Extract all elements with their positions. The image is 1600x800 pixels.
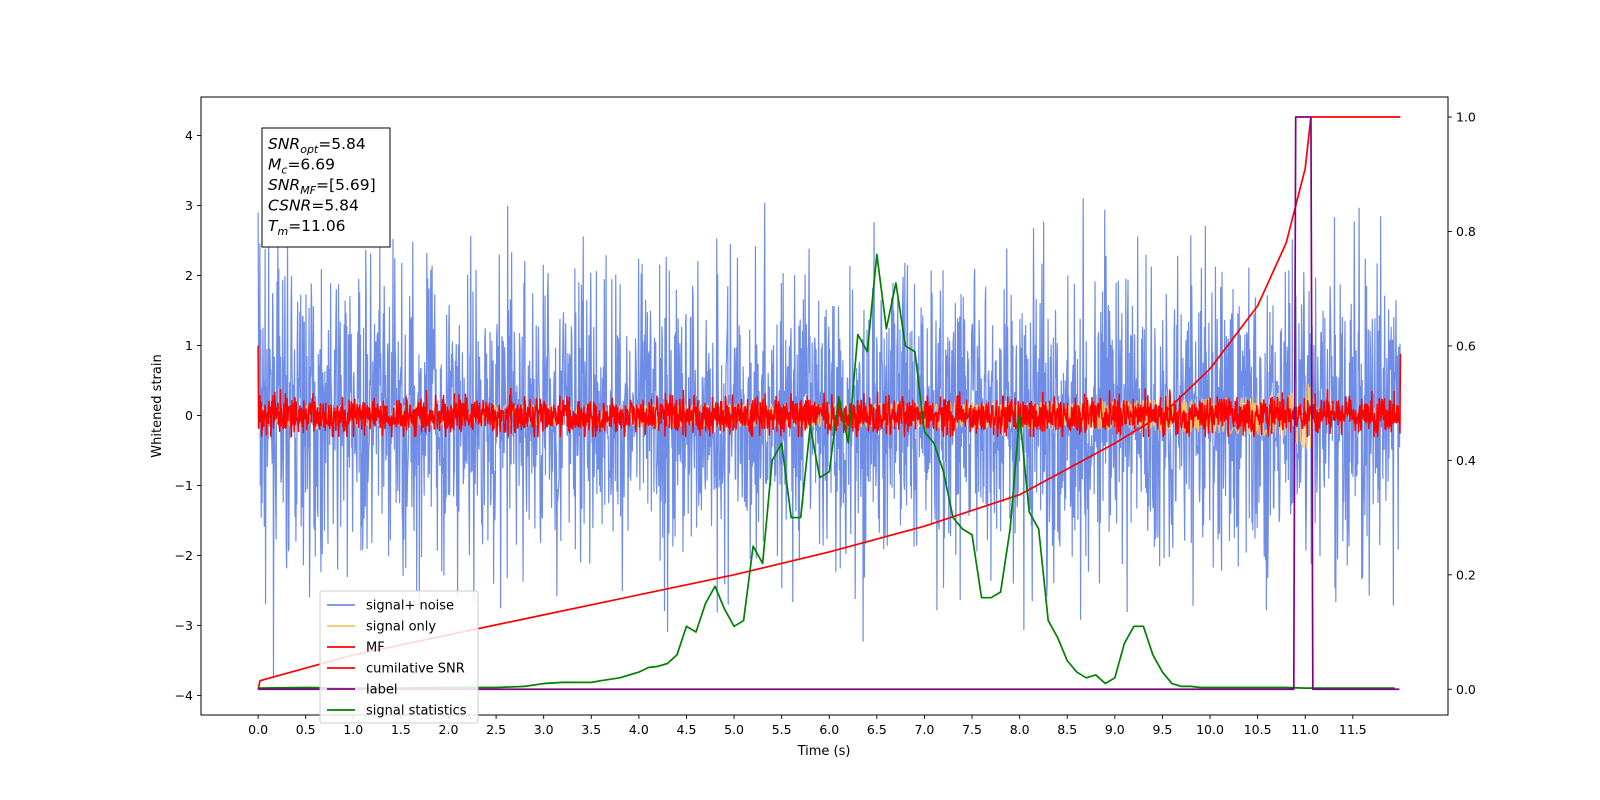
legend-frame <box>319 590 479 724</box>
y2-tick-label: 0.8 <box>1456 224 1476 239</box>
info-line: Tm=11.06 <box>268 217 346 238</box>
x-tick-label: 5.5 <box>772 722 792 737</box>
x-tick-label: 11.0 <box>1291 722 1319 737</box>
x-axis-label: Time (s) <box>797 744 851 759</box>
y-tick-label: −4 <box>175 688 193 703</box>
x-tick-label: 5.0 <box>724 722 744 737</box>
x-tick-label: 7.5 <box>962 722 982 737</box>
x-tick-label: 2.0 <box>439 722 459 737</box>
y-axis-left: 4 3 2 1 0 −1 −2 −3 −4 <box>175 128 201 703</box>
y2-tick-label: 0.2 <box>1456 567 1476 582</box>
y-tick-label: −1 <box>175 478 193 493</box>
info-line: CSNR=5.84 <box>268 197 359 215</box>
x-tick-label: 9.0 <box>1105 722 1125 737</box>
legend-label: MF <box>366 641 385 656</box>
info-line: SNRopt=5.84 <box>268 135 366 156</box>
x-axis: 0.0 0.5 1.0 1.5 2.0 2.5 3.0 3.5 4.0 4.5 5.0 5.5 6.0 6… <box>248 715 1367 737</box>
series-label-line <box>258 116 1400 691</box>
y-axis-label: Whitened strain <box>150 354 165 457</box>
x-tick-label: 0.0 <box>248 722 268 737</box>
x-tick-label: 9.5 <box>1152 722 1172 737</box>
y2-tick-label: 1.0 <box>1456 110 1476 125</box>
y-axis-right: 1.0 0.8 0.6 0.4 0.2 0.0 <box>1448 110 1476 697</box>
legend: signal+ noise signal only MF cumilative SNR… <box>319 590 479 724</box>
series-mf-line <box>257 345 1402 438</box>
x-tick-label: 6.0 <box>819 722 839 737</box>
info-line: SNRMF=[5.69] <box>268 176 376 197</box>
x-tick-label: 0.5 <box>296 722 316 737</box>
x-tick-label: 3.5 <box>581 722 601 737</box>
y-tick-label: 0 <box>185 408 193 423</box>
y-tick-label: 1 <box>185 338 193 353</box>
x-tick-label: 4.5 <box>677 722 697 737</box>
legend-label: label <box>366 683 397 698</box>
x-tick-label: 6.5 <box>867 722 887 737</box>
x-tick-label: 10.0 <box>1196 722 1224 737</box>
legend-label: signal+ noise <box>366 599 454 614</box>
y-tick-label: 2 <box>185 268 193 283</box>
x-tick-label: 1.0 <box>343 722 363 737</box>
x-tick-label: 4.0 <box>629 722 649 737</box>
info-line: Mc=6.69 <box>268 156 335 177</box>
x-tick-label: 2.5 <box>486 722 506 737</box>
x-tick-label: 10.5 <box>1244 722 1272 737</box>
x-tick-label: 3.0 <box>534 722 554 737</box>
y-tick-label: 3 <box>185 198 193 213</box>
legend-label: cumilative SNR <box>366 662 465 677</box>
y-tick-label: −3 <box>175 618 193 633</box>
info-box-frame <box>261 127 391 248</box>
x-tick-label: 1.5 <box>391 722 411 737</box>
x-tick-label: 11.5 <box>1339 722 1367 737</box>
series-signal-statistics-line <box>258 253 1395 689</box>
y2-tick-label: 0.4 <box>1456 453 1476 468</box>
x-tick-label: 8.0 <box>1010 722 1030 737</box>
legend-label: signal statistics <box>366 704 467 719</box>
x-tick-label: 8.5 <box>1057 722 1077 737</box>
y2-tick-label: 0.6 <box>1456 338 1476 353</box>
x-tick-label: 7.0 <box>915 722 935 737</box>
legend-label: signal only <box>366 620 436 635</box>
y2-tick-label: 0.0 <box>1456 682 1476 697</box>
y-tick-label: −2 <box>175 548 193 563</box>
plot-frame <box>200 96 1449 716</box>
y-tick-label: 4 <box>185 128 193 143</box>
